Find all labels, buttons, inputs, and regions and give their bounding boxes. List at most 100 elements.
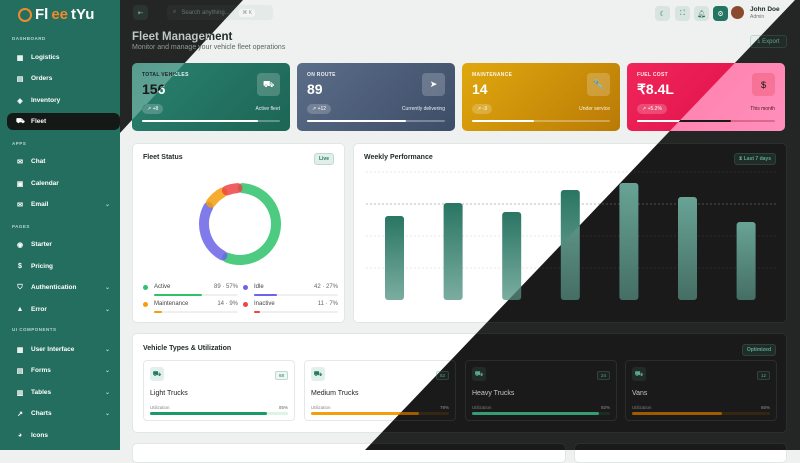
utilization-value: 65% [760, 405, 770, 410]
sidebar-item-fleet[interactable]: ⛟ Fleet [7, 113, 120, 130]
bar-day-4[interactable] [560, 190, 580, 300]
chevron-down-icon[interactable]: ⌄ [104, 285, 110, 291]
bar-day-5[interactable] [619, 183, 639, 300]
chevron-down-icon[interactable]: ⌄ [104, 411, 110, 417]
vehicle-count: 52 [435, 371, 449, 380]
vehicle-type-card[interactable]: ⛟ 12 Vans Utilization 65% [625, 360, 777, 421]
stat-card-maintenance[interactable]: MAINTENANCE 14 🔧 ↗ -3 Under service [462, 63, 620, 131]
sidebar-item-label: Fleet [31, 118, 47, 125]
sidebar-item-starter[interactable]: ◉ Starter [7, 236, 120, 253]
utilization-bar [632, 412, 770, 415]
sidebar-item-pricing[interactable]: $ Pricing [7, 258, 120, 275]
sidebar-item-orders[interactable]: ▤ Orders [7, 70, 120, 87]
sidebar-item-forms[interactable]: ▤ Forms ⌄ [7, 362, 120, 379]
sidebar-item-tables[interactable]: ▥ Tables ⌄ [7, 384, 120, 401]
export-label: Export [762, 38, 780, 45]
sidebar-item-authentication[interactable]: ⛉ Authentication ⌄ [7, 279, 120, 296]
donut-segment-active[interactable] [221, 183, 281, 265]
card-title: Vehicle Types & Utilization [143, 345, 232, 352]
building-icon: ▦ [16, 54, 24, 62]
sidebar-item-logistics[interactable]: ▦ Logistics [7, 49, 120, 66]
calendar-icon: ▣ [16, 180, 24, 188]
clipboard-icon: ▤ [16, 75, 24, 83]
sidebar-item-inventory[interactable]: ◈ Inventory [7, 92, 120, 109]
truck-icon: ⛟ [16, 118, 25, 125]
avatar[interactable] [731, 6, 744, 19]
sidebar-toggle-button[interactable]: ⇤ [133, 5, 148, 20]
bar-day-2[interactable] [443, 203, 463, 300]
chart-icon: ↗ [17, 410, 23, 418]
grid-icon: ▦ [16, 346, 24, 354]
user-name[interactable]: John Doe [750, 6, 780, 13]
sidebar-item-user-interface[interactable]: ▦ User Interface ⌄ [7, 341, 120, 358]
donut-segment-idle[interactable] [199, 201, 228, 261]
export-button[interactable]: ⤓ Export [750, 35, 787, 48]
vehicle-type-card[interactable]: ⛟ 68 Light Trucks Utilization 85% [143, 360, 295, 421]
live-badge: Live [313, 153, 334, 165]
chevron-down-icon[interactable]: ⌄ [104, 202, 110, 208]
utilization-value: 92% [600, 405, 610, 410]
legend-dot [243, 285, 248, 290]
brand-logo[interactable]: Fl ee tYu [18, 6, 94, 23]
bell-icon[interactable]: 🔔︎ [694, 6, 709, 21]
sidebar-item-email[interactable]: ✉ Email ⌄ [7, 196, 120, 213]
weekly-performance-card: Weekly Performance ⧗ Last 7 days [353, 143, 787, 323]
sidebar-item-label: Calendar [31, 180, 59, 187]
vehicle-count: 24 [596, 371, 610, 380]
legend-name: Active [154, 284, 171, 290]
truck-icon: ⛟ [472, 367, 486, 381]
bar-day-7[interactable] [736, 222, 756, 300]
chevron-down-icon[interactable]: ⌄ [104, 368, 110, 374]
legend-name: Inactive [254, 301, 275, 307]
theme-toggle-icon[interactable]: ☾ [655, 6, 670, 21]
chevron-down-icon[interactable]: ⌄ [104, 390, 110, 396]
sidebar-item-chat[interactable]: ✉ Chat [7, 153, 120, 170]
stat-label: ON ROUTE [307, 72, 336, 78]
circle-icon: ◉ [16, 241, 24, 249]
legend-bar [254, 311, 338, 313]
fullscreen-icon[interactable]: ⛶ [675, 6, 690, 21]
sidebar-section-label: DASHBOARD [12, 36, 46, 41]
chevron-down-icon[interactable]: ⌄ [104, 307, 110, 313]
stat-card-on-route[interactable]: ON ROUTE 89 ➤ ↗ +12 Currently delivering [297, 63, 455, 131]
logo-icon [18, 7, 32, 22]
dollar-icon: $ [752, 73, 775, 96]
search-input[interactable]: ⌕ Search anything... ⌘ K [167, 5, 273, 20]
sidebar-item-label: Logistics [31, 54, 60, 61]
vehicle-type-card[interactable]: ⛟ 52 Medium Trucks Utilization 78% [304, 360, 456, 421]
legend-bar [154, 311, 238, 313]
sidebar-item-calendar[interactable]: ▣ Calendar [7, 175, 120, 192]
card-title: Weekly Performance [364, 154, 433, 161]
bar-day-1[interactable] [385, 216, 404, 300]
page-subtitle: Monitor and manage your vehicle fleet op… [132, 44, 286, 51]
gear-icon[interactable]: ⚙ [713, 6, 728, 21]
utilization-label: Utilization [150, 405, 170, 410]
legend-bar [154, 294, 238, 296]
navigation-icon: ➤ [422, 73, 445, 96]
change-value: +5.2% [647, 106, 662, 112]
legend-value: 11 · 7% [317, 301, 338, 307]
bar-day-6[interactable] [678, 197, 697, 300]
stat-card-fuel-cost[interactable]: FUEL COST ₹8.4L $ ↗ +5.2% This month [627, 63, 785, 131]
donut-segment-inactive[interactable] [221, 183, 243, 196]
vehicle-count: 12 [756, 371, 770, 380]
bar-day-3[interactable] [502, 212, 522, 300]
vehicle-type-name: Medium Trucks [311, 390, 359, 397]
change-chip: ↗ -3 [472, 104, 493, 114]
vehicle-type-card[interactable]: ⛟ 24 Heavy Trucks Utilization 92% [465, 360, 617, 421]
utilization-bar [311, 412, 449, 415]
stat-card-total-vehicles[interactable]: TOTAL VEHICLES 156 ⛟ ↗ +8 Active fleet [132, 63, 290, 131]
sidebar-item-label: Error [31, 306, 47, 313]
chevron-down-icon[interactable]: ⌄ [104, 347, 110, 353]
sidebar-item-error[interactable]: ▲ Error ⌄ [7, 301, 120, 318]
stat-progress [307, 120, 445, 122]
fleet-status-card: Fleet Status Live Active 89 · 57% Idle 4… [132, 143, 345, 323]
bottom-card [132, 443, 566, 463]
donut-segment-maintenance[interactable] [206, 187, 228, 208]
stat-note: Active fleet [255, 106, 280, 112]
sidebar-item-label: Inventory [31, 97, 61, 104]
sidebar-section-label: PAGES [12, 224, 30, 229]
sidebar-item-icons[interactable]: ◕ Icons [7, 427, 120, 444]
truck-icon: ⛟ [311, 367, 325, 381]
sidebar-item-charts[interactable]: ↗ Charts ⌄ [7, 405, 120, 422]
